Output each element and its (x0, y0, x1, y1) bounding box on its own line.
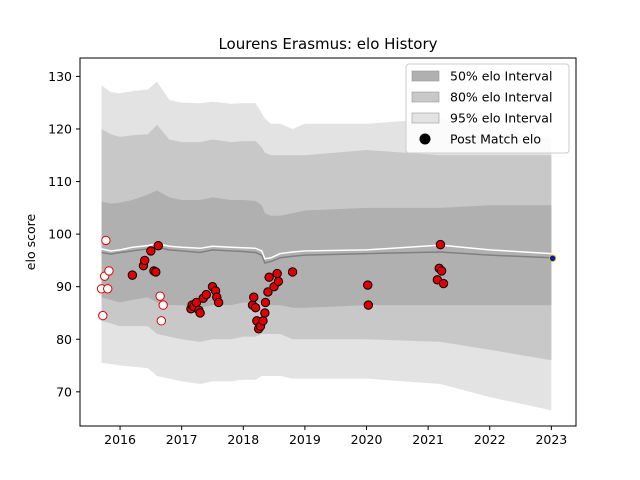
x-tick-label: 2019 (289, 432, 321, 447)
current-elo-point (548, 254, 557, 262)
y-tick-label: 90 (56, 279, 72, 294)
loss-point (155, 291, 165, 301)
win-point (146, 246, 156, 256)
x-tick-label: 2017 (166, 432, 198, 447)
win-point (258, 316, 268, 326)
x-tick-label: 2022 (474, 432, 506, 447)
loss-point (103, 284, 113, 294)
y-axis-label: elo score (23, 214, 38, 271)
win-point (363, 300, 374, 310)
win-point (436, 266, 447, 276)
win-point (139, 255, 150, 266)
legend-marker (419, 133, 431, 145)
x-tick-label: 2023 (535, 432, 567, 447)
legend-label: 80% elo Interval (450, 90, 552, 105)
match-points (96, 235, 557, 334)
median-line (101, 246, 552, 264)
y-tick-label: 70 (56, 384, 72, 399)
loss-point (101, 235, 111, 246)
mean-line (101, 242, 552, 260)
x-tick-label: 2018 (227, 432, 259, 447)
loss-point (156, 316, 167, 326)
loss-point (98, 310, 108, 321)
x-axis: 2016 2017 2018 2019 2020 2021 2022 2023 (104, 426, 567, 447)
win-point (363, 280, 373, 290)
win-point (260, 308, 270, 318)
win-point (438, 278, 449, 289)
plot-frame (79, 57, 577, 427)
legend-box (405, 63, 570, 154)
x-tick-label: 2020 (351, 432, 383, 447)
x-tick-label: 2016 (104, 432, 136, 447)
legend-label: 95% elo Interval (450, 111, 552, 126)
win-point (153, 240, 163, 251)
win-point (435, 239, 446, 250)
legend-swatch (411, 91, 440, 103)
win-point (273, 276, 284, 287)
win-point (151, 267, 161, 277)
interval-bands (101, 81, 552, 411)
legend-swatch (411, 70, 440, 82)
win-point (249, 292, 259, 302)
legend: 50% elo Interval 80% elo Interval 95% elo … (405, 63, 570, 154)
y-tick-label: 120 (48, 121, 72, 136)
win-point (264, 272, 274, 282)
y-tick-label: 100 (48, 227, 72, 242)
win-point (287, 267, 298, 277)
win-point (201, 289, 212, 300)
win-point (272, 268, 282, 279)
y-tick-label: 80 (56, 332, 72, 347)
y-tick-label: 110 (48, 174, 72, 189)
y-tick-label: 130 (48, 69, 72, 84)
legend-label: 50% elo Interval (450, 69, 552, 84)
legend-swatch (411, 112, 440, 124)
win-point (260, 297, 271, 308)
trend-lines (101, 242, 552, 264)
win-point (127, 270, 138, 280)
win-point (195, 308, 205, 318)
legend-label: Post Match elo (450, 132, 541, 147)
loss-point (158, 300, 168, 310)
y-axis: 70 80 90 100 110 120 130 (48, 69, 80, 399)
x-tick-label: 2021 (412, 432, 444, 447)
win-point (250, 303, 261, 313)
win-point (263, 287, 273, 297)
loss-point (104, 266, 114, 276)
win-point (213, 297, 224, 308)
chart-title: Lourens Erasmus: elo History (218, 35, 437, 53)
